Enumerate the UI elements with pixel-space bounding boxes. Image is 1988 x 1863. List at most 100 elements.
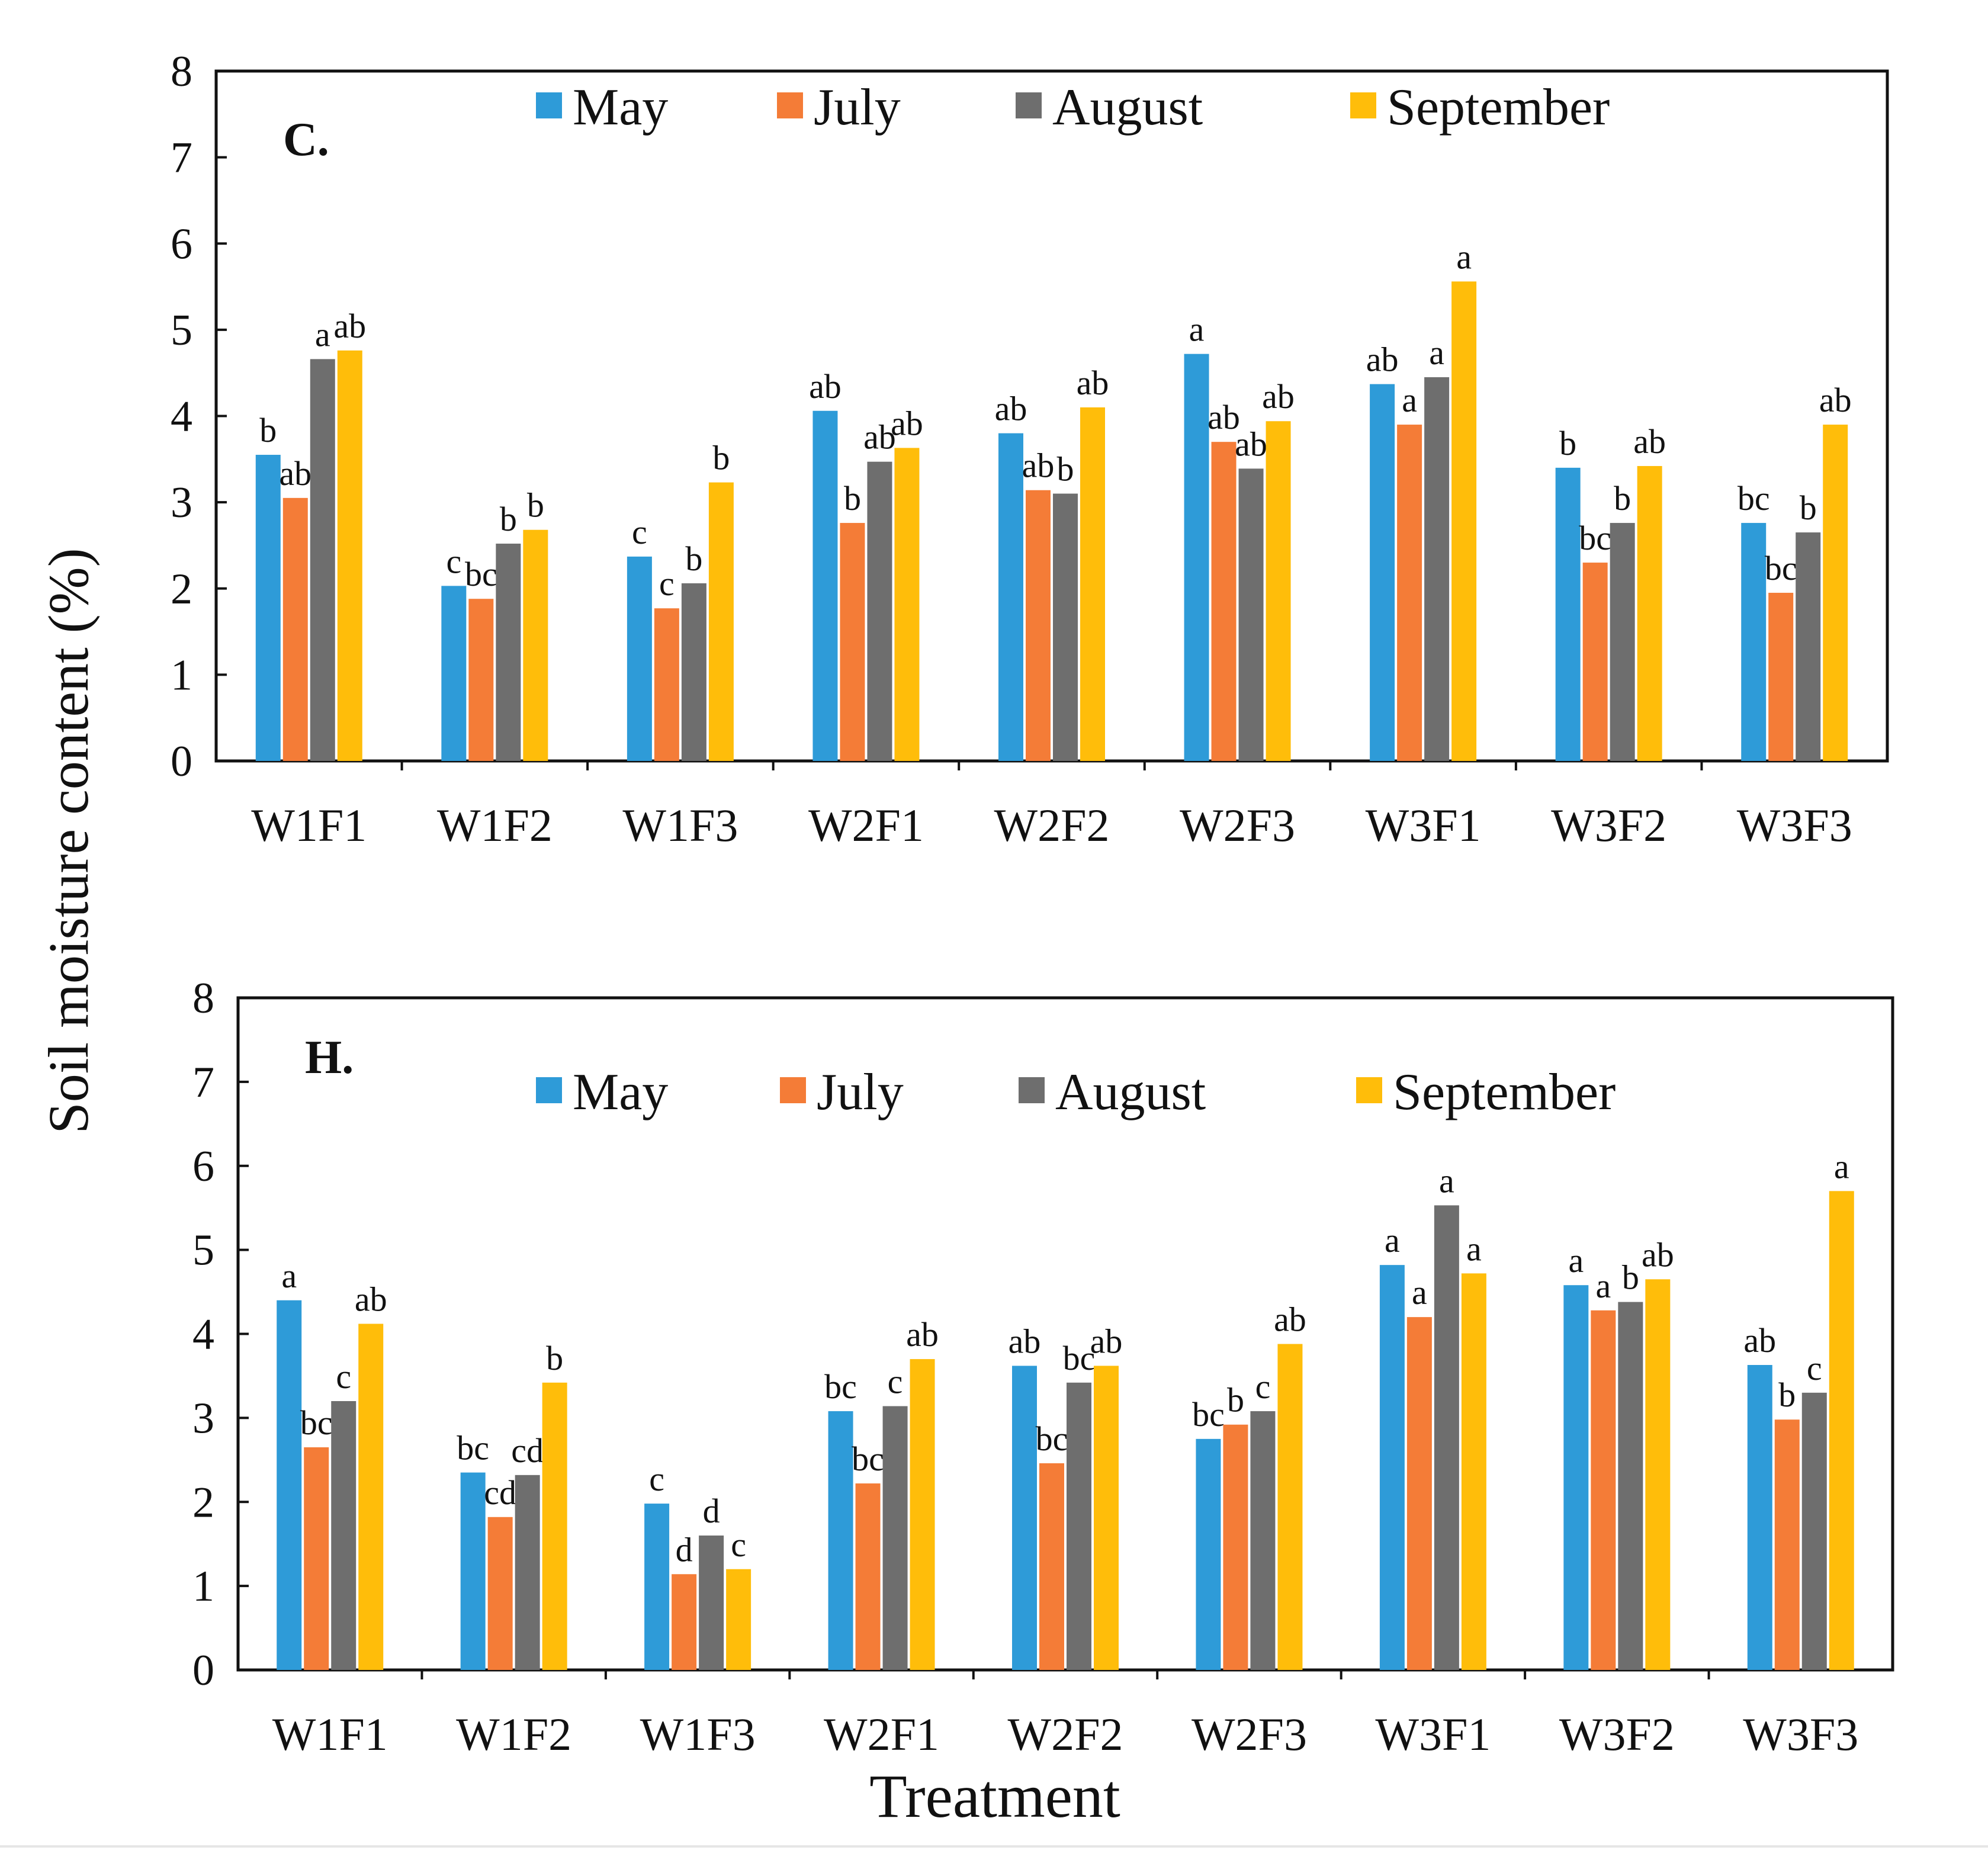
significance-label: c <box>888 1363 903 1401</box>
significance-label: b <box>527 486 544 525</box>
bar-august <box>331 1401 357 1670</box>
significance-label: a <box>1834 1147 1849 1186</box>
bar-august <box>1801 1392 1827 1670</box>
significance-label: ab <box>1633 422 1666 461</box>
bar-may <box>1370 384 1395 761</box>
bar-september <box>1080 407 1105 761</box>
y-tick-label: 7 <box>192 1058 214 1107</box>
significance-label: ab <box>1009 1322 1041 1360</box>
y-tick-label: 3 <box>171 478 192 527</box>
x-category-label: W3F1 <box>1366 799 1481 851</box>
significance-label: a <box>1412 1273 1427 1312</box>
significance-label: b <box>1057 450 1074 489</box>
bar-may <box>1747 1364 1772 1670</box>
bar-july <box>1774 1419 1800 1670</box>
x-category-label: W3F2 <box>1559 1708 1675 1760</box>
bar-may <box>644 1504 670 1670</box>
bar-may <box>460 1472 486 1670</box>
x-category-label: W1F1 <box>251 799 367 851</box>
significance-label: b <box>259 411 277 449</box>
significance-label: b <box>500 500 517 538</box>
legend-swatch-july <box>777 92 803 118</box>
significance-label: c <box>446 542 461 580</box>
significance-label: a <box>1429 333 1444 372</box>
y-tick-label: 2 <box>192 1478 214 1527</box>
bar-september <box>1637 465 1662 761</box>
y-tick-label: 6 <box>192 1142 214 1191</box>
bar-august <box>1238 468 1264 761</box>
bar-august <box>310 359 335 761</box>
panel-title: C. <box>283 114 329 166</box>
significance-label: ab <box>1366 341 1399 379</box>
x-category-label: W2F2 <box>994 799 1110 851</box>
bar-may <box>627 556 652 761</box>
bar-july <box>654 608 679 761</box>
bar-august <box>496 544 521 761</box>
y-tick-label: 4 <box>192 1310 214 1359</box>
bar-august <box>515 1475 540 1670</box>
bar-july <box>1223 1424 1248 1670</box>
significance-label: bc <box>465 555 497 593</box>
legend-label-august: August <box>1055 1064 1206 1121</box>
bar-september <box>1645 1279 1671 1670</box>
significance-label: c <box>336 1357 351 1396</box>
y-tick-label: 1 <box>192 1562 214 1611</box>
significance-label: ab <box>1274 1300 1306 1339</box>
legend-swatch-august <box>1016 92 1042 118</box>
significance-label: a <box>1466 1229 1482 1268</box>
legend-swatch-august <box>1019 1077 1045 1103</box>
x-category-label: W2F1 <box>808 799 924 851</box>
significance-label: bc <box>300 1403 333 1442</box>
x-category-label: W3F2 <box>1551 799 1666 851</box>
bar-september <box>726 1569 751 1670</box>
bar-july <box>468 599 494 761</box>
bar-july <box>1768 593 1794 761</box>
bar-august <box>1053 493 1078 761</box>
significance-label: a <box>1595 1267 1611 1305</box>
significance-label: cd <box>511 1431 544 1470</box>
bar-may <box>1555 467 1581 761</box>
significance-label: b <box>1778 1376 1796 1414</box>
y-tick-label: 6 <box>171 220 192 268</box>
bar-july <box>840 523 865 761</box>
significance-label: a <box>1402 381 1417 419</box>
bar-july <box>1039 1463 1064 1670</box>
significance-label: ab <box>1743 1321 1776 1360</box>
significance-label: ab <box>809 367 842 406</box>
bar-august <box>1618 1302 1643 1670</box>
panel-h: 012345678W1F1abccabW1F2bccdcdbW1F3cddcW2… <box>192 974 1894 1760</box>
bar-july <box>1406 1317 1432 1670</box>
significance-label: ab <box>1642 1235 1674 1274</box>
bar-august <box>681 583 706 761</box>
bar-july <box>1591 1310 1616 1670</box>
bar-september <box>1461 1273 1486 1670</box>
x-category-label: W1F3 <box>640 1708 756 1760</box>
bar-september <box>1094 1366 1119 1670</box>
x-category-label: W1F2 <box>456 1708 571 1760</box>
bar-may <box>277 1300 302 1670</box>
bar-may <box>441 586 467 761</box>
significance-label: a <box>1385 1221 1400 1260</box>
bar-july <box>304 1447 329 1670</box>
bar-september <box>708 482 734 761</box>
significance-label: ab <box>906 1315 939 1354</box>
significance-label: ab <box>1262 377 1295 416</box>
significance-label: b <box>1800 489 1817 527</box>
bar-july <box>672 1574 697 1670</box>
bar-august <box>1610 523 1635 761</box>
legend-label-may: May <box>573 79 668 136</box>
significance-label: bc <box>1063 1339 1096 1377</box>
x-category-label: W2F3 <box>1180 799 1295 851</box>
x-category-label: W1F3 <box>622 799 738 851</box>
bar-may <box>1741 523 1767 761</box>
y-axis-title: Soil moisture content (%) <box>37 548 100 1133</box>
y-tick-label: 0 <box>171 737 192 786</box>
significance-label: ab <box>355 1280 387 1318</box>
significance-label: bc <box>1036 1419 1068 1458</box>
legend-label-july: July <box>814 79 901 136</box>
bar-august <box>867 461 892 761</box>
significance-label: ab <box>891 404 923 442</box>
y-tick-label: 5 <box>192 1226 214 1275</box>
x-category-label: W3F3 <box>1737 799 1852 851</box>
